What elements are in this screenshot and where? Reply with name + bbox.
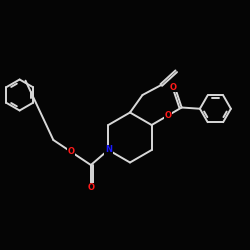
Text: O: O — [67, 148, 74, 156]
Text: O: O — [87, 184, 94, 192]
Text: O: O — [170, 82, 177, 92]
Text: N: N — [105, 146, 112, 154]
Text: O: O — [164, 111, 172, 120]
